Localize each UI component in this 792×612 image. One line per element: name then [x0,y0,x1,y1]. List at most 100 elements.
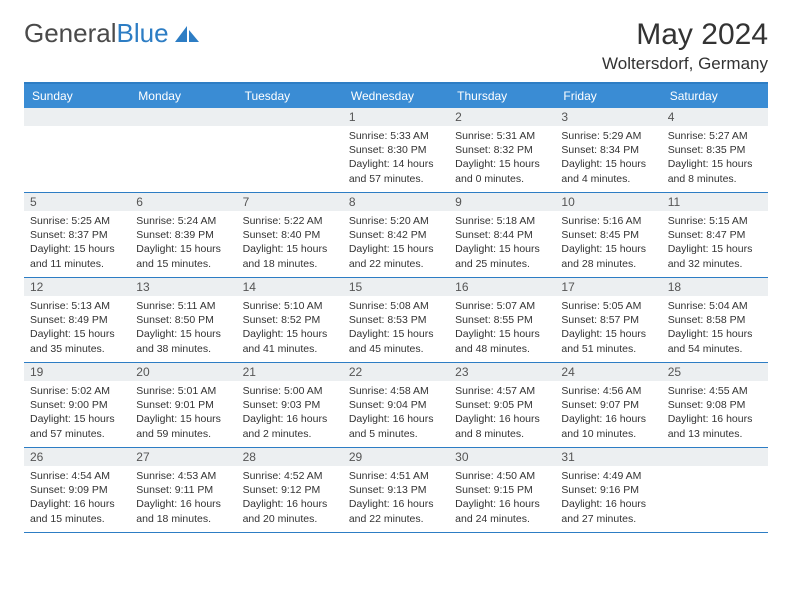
day-cell: 31Sunrise: 4:49 AMSunset: 9:16 PMDayligh… [555,448,661,532]
sunset-text: Sunset: 8:58 PM [668,313,762,327]
day-cell [130,108,236,192]
sunset-text: Sunset: 8:32 PM [455,143,549,157]
daylight1-text: Daylight: 16 hours [349,412,443,426]
day-detail: Sunrise: 5:18 AMSunset: 8:44 PMDaylight:… [449,211,555,275]
day-number: 25 [662,363,768,381]
sunset-text: Sunset: 8:47 PM [668,228,762,242]
weekday-fri: Friday [555,84,661,108]
sunset-text: Sunset: 9:03 PM [243,398,337,412]
week-row: 5Sunrise: 5:25 AMSunset: 8:37 PMDaylight… [24,193,768,278]
sunset-text: Sunset: 9:11 PM [136,483,230,497]
day-detail: Sunrise: 4:56 AMSunset: 9:07 PMDaylight:… [555,381,661,445]
daylight1-text: Daylight: 15 hours [136,242,230,256]
daylight2-text: and 57 minutes. [349,172,443,186]
logo-text-1: General [24,18,117,49]
daylight2-text: and 54 minutes. [668,342,762,356]
daylight2-text: and 24 minutes. [455,512,549,526]
sunset-text: Sunset: 8:49 PM [30,313,124,327]
month-title: May 2024 [602,18,768,52]
sunrise-text: Sunrise: 5:16 AM [561,214,655,228]
sunrise-text: Sunrise: 5:01 AM [136,384,230,398]
day-detail: Sunrise: 4:53 AMSunset: 9:11 PMDaylight:… [130,466,236,530]
sunrise-text: Sunrise: 5:04 AM [668,299,762,313]
sunrise-text: Sunrise: 4:58 AM [349,384,443,398]
daylight2-text: and 51 minutes. [561,342,655,356]
daylight2-text: and 28 minutes. [561,257,655,271]
sunrise-text: Sunrise: 4:53 AM [136,469,230,483]
day-number [237,108,343,126]
daylight1-text: Daylight: 16 hours [561,412,655,426]
daylight2-text: and 35 minutes. [30,342,124,356]
day-detail: Sunrise: 5:33 AMSunset: 8:30 PMDaylight:… [343,126,449,190]
sunrise-text: Sunrise: 5:33 AM [349,129,443,143]
day-number: 11 [662,193,768,211]
daylight2-text: and 10 minutes. [561,427,655,441]
day-number: 27 [130,448,236,466]
day-cell: 28Sunrise: 4:52 AMSunset: 9:12 PMDayligh… [237,448,343,532]
week-row: 1Sunrise: 5:33 AMSunset: 8:30 PMDaylight… [24,108,768,193]
day-number: 3 [555,108,661,126]
sunset-text: Sunset: 9:13 PM [349,483,443,497]
daylight2-text: and 13 minutes. [668,427,762,441]
sunset-text: Sunset: 8:57 PM [561,313,655,327]
daylight1-text: Daylight: 16 hours [561,497,655,511]
sunset-text: Sunset: 8:39 PM [136,228,230,242]
day-number: 21 [237,363,343,381]
day-number: 7 [237,193,343,211]
day-detail: Sunrise: 5:05 AMSunset: 8:57 PMDaylight:… [555,296,661,360]
day-detail: Sunrise: 5:25 AMSunset: 8:37 PMDaylight:… [24,211,130,275]
day-cell: 10Sunrise: 5:16 AMSunset: 8:45 PMDayligh… [555,193,661,277]
day-cell [237,108,343,192]
day-cell: 14Sunrise: 5:10 AMSunset: 8:52 PMDayligh… [237,278,343,362]
day-number: 8 [343,193,449,211]
day-detail: Sunrise: 5:10 AMSunset: 8:52 PMDaylight:… [237,296,343,360]
day-detail: Sunrise: 5:27 AMSunset: 8:35 PMDaylight:… [662,126,768,190]
sunrise-text: Sunrise: 5:11 AM [136,299,230,313]
sunrise-text: Sunrise: 5:08 AM [349,299,443,313]
day-detail: Sunrise: 5:16 AMSunset: 8:45 PMDaylight:… [555,211,661,275]
sunset-text: Sunset: 8:37 PM [30,228,124,242]
day-detail: Sunrise: 5:00 AMSunset: 9:03 PMDaylight:… [237,381,343,445]
daylight1-text: Daylight: 15 hours [136,412,230,426]
day-cell: 23Sunrise: 4:57 AMSunset: 9:05 PMDayligh… [449,363,555,447]
sunrise-text: Sunrise: 4:54 AM [30,469,124,483]
daylight1-text: Daylight: 15 hours [136,327,230,341]
day-number [130,108,236,126]
sunset-text: Sunset: 8:53 PM [349,313,443,327]
day-cell: 7Sunrise: 5:22 AMSunset: 8:40 PMDaylight… [237,193,343,277]
day-number [24,108,130,126]
day-cell: 12Sunrise: 5:13 AMSunset: 8:49 PMDayligh… [24,278,130,362]
daylight1-text: Daylight: 14 hours [349,157,443,171]
weeks-container: 1Sunrise: 5:33 AMSunset: 8:30 PMDaylight… [24,108,768,533]
daylight2-text: and 8 minutes. [668,172,762,186]
day-cell: 5Sunrise: 5:25 AMSunset: 8:37 PMDaylight… [24,193,130,277]
day-cell: 30Sunrise: 4:50 AMSunset: 9:15 PMDayligh… [449,448,555,532]
sunrise-text: Sunrise: 5:20 AM [349,214,443,228]
day-detail: Sunrise: 5:15 AMSunset: 8:47 PMDaylight:… [662,211,768,275]
daylight2-text: and 25 minutes. [455,257,549,271]
day-cell: 8Sunrise: 5:20 AMSunset: 8:42 PMDaylight… [343,193,449,277]
sunset-text: Sunset: 9:05 PM [455,398,549,412]
sunrise-text: Sunrise: 4:51 AM [349,469,443,483]
day-detail: Sunrise: 4:52 AMSunset: 9:12 PMDaylight:… [237,466,343,530]
week-row: 26Sunrise: 4:54 AMSunset: 9:09 PMDayligh… [24,448,768,533]
day-detail: Sunrise: 5:11 AMSunset: 8:50 PMDaylight:… [130,296,236,360]
day-number: 19 [24,363,130,381]
day-detail: Sunrise: 5:13 AMSunset: 8:49 PMDaylight:… [24,296,130,360]
daylight2-text: and 2 minutes. [243,427,337,441]
day-detail: Sunrise: 5:08 AMSunset: 8:53 PMDaylight:… [343,296,449,360]
sunset-text: Sunset: 8:50 PM [136,313,230,327]
daylight2-text: and 57 minutes. [30,427,124,441]
day-number: 20 [130,363,236,381]
sunrise-text: Sunrise: 5:13 AM [30,299,124,313]
daylight1-text: Daylight: 16 hours [30,497,124,511]
daylight1-text: Daylight: 16 hours [243,412,337,426]
location: Woltersdorf, Germany [602,54,768,74]
day-number: 14 [237,278,343,296]
calendar: Sunday Monday Tuesday Wednesday Thursday… [24,82,768,533]
daylight1-text: Daylight: 15 hours [30,327,124,341]
day-number [662,448,768,466]
sunrise-text: Sunrise: 5:05 AM [561,299,655,313]
day-cell: 29Sunrise: 4:51 AMSunset: 9:13 PMDayligh… [343,448,449,532]
daylight1-text: Daylight: 16 hours [668,412,762,426]
